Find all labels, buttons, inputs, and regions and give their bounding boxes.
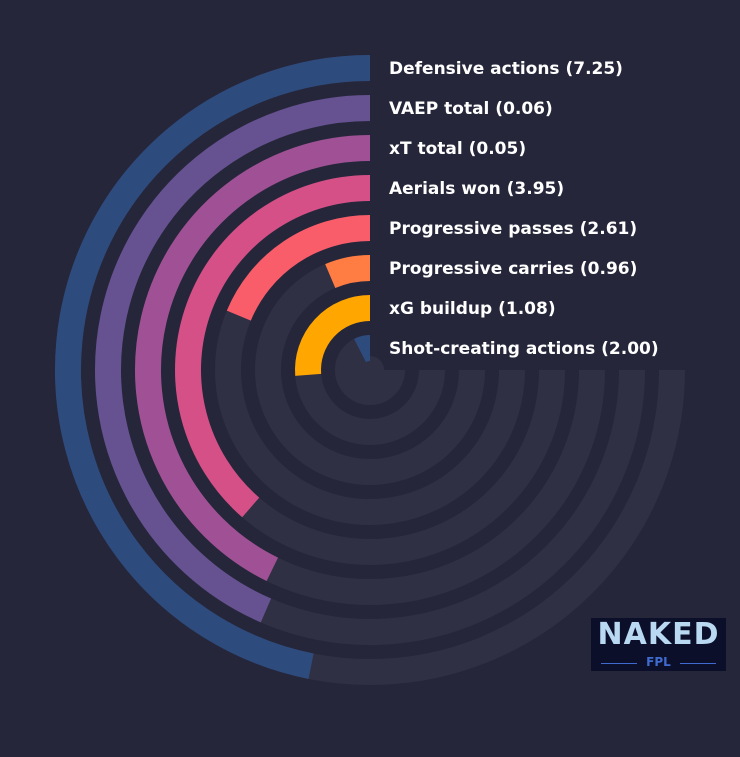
logo-rule-left — [601, 663, 637, 664]
logo-rule-right — [680, 663, 716, 664]
radial-bar — [325, 255, 371, 289]
radial-bar — [175, 175, 371, 518]
bar-label: Aerials won (3.95) — [389, 179, 564, 199]
center-hub — [356, 356, 384, 384]
radial-bar — [135, 135, 371, 582]
radial-bar — [95, 95, 371, 623]
radial-bar — [54, 55, 371, 679]
chart-bars — [54, 55, 371, 679]
logo-sub: FPL — [646, 655, 671, 669]
radial-bar — [226, 215, 371, 321]
bar-label: Progressive carries (0.96) — [389, 259, 637, 279]
logo-word: NAKED — [597, 617, 720, 652]
radial-bar — [295, 295, 371, 376]
bar-label: xT total (0.05) — [389, 139, 526, 159]
bar-label: xG buildup (1.08) — [389, 299, 556, 319]
bar-track — [255, 255, 485, 485]
bar-track — [335, 335, 405, 405]
radial-bar — [354, 335, 371, 363]
chart-labels: Defensive actions (7.25) VAEP total (0.06… — [389, 59, 659, 359]
bar-label: Shot-creating actions (2.00) — [389, 339, 659, 359]
naked-fpl-logo: NAKED FPL — [591, 618, 726, 671]
bar-label: Progressive passes (2.61) — [389, 219, 637, 239]
bar-label: Defensive actions (7.25) — [389, 59, 623, 79]
bar-label: VAEP total (0.06) — [389, 99, 553, 119]
